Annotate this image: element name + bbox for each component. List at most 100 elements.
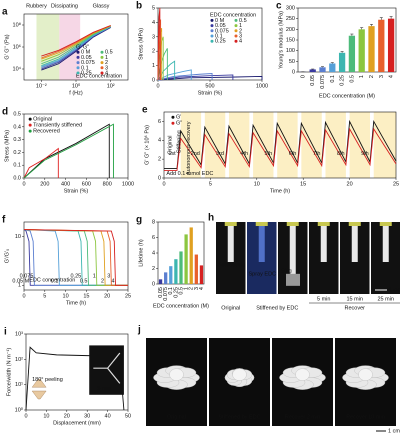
photo-caption: Recover	[345, 305, 366, 311]
bar	[179, 251, 183, 284]
x-axis-label: Strain (%)	[64, 188, 89, 194]
panel-label: j	[137, 325, 141, 336]
x-tick-label: 0.1	[168, 287, 174, 295]
y-tick-label: 2	[152, 266, 155, 272]
y-tick-label: 0.0	[13, 175, 21, 181]
bar	[348, 35, 356, 72]
flower-center	[295, 368, 310, 381]
panel-label: b	[136, 1, 142, 12]
y-tick-label: 2	[158, 157, 161, 163]
cycle-label: 8th	[337, 151, 345, 157]
cycle-label: 2nd	[191, 151, 200, 157]
x-tick-label: 0	[22, 181, 25, 187]
x-tick-label: 25	[393, 181, 399, 187]
recovery-band	[349, 112, 371, 178]
inset-photo	[89, 345, 124, 395]
bar	[387, 18, 395, 73]
legend-label: 0.25	[215, 39, 226, 45]
x-axis-label: EDC concentration (M)	[319, 93, 375, 99]
sample-strip	[351, 226, 358, 262]
legend-label: 0.1	[81, 65, 89, 71]
line-series	[157, 74, 234, 81]
y-axis-label: Young's modulus (MPa)	[278, 11, 284, 69]
x-tick-label: 0.25	[173, 287, 179, 298]
error-bar	[360, 27, 364, 30]
annotation: Stiffening	[177, 130, 183, 153]
x-axis-label: Displacement (mm)	[53, 420, 101, 426]
line-series	[41, 25, 111, 67]
y-tick-label: 4	[152, 250, 155, 256]
legend-label: 0.05	[215, 23, 226, 29]
annotation: Autonomous recovery	[186, 121, 192, 175]
x-tick-label: 0.1	[330, 75, 336, 83]
legend-swatch	[100, 66, 104, 70]
y-tick-label: 10⁶	[13, 43, 21, 50]
x-tick-label: 0	[156, 83, 159, 89]
legend-swatch	[234, 34, 238, 38]
bar	[368, 26, 375, 73]
annotation: 180° peeling	[32, 377, 63, 383]
legend-swatch	[171, 121, 175, 125]
legend-label: Original	[33, 117, 52, 123]
x-tick-label: 10	[254, 181, 260, 187]
y-tick-label: 10¹	[15, 382, 23, 388]
y-tick-label: 10²	[15, 357, 23, 363]
photo-caption: Original	[167, 414, 186, 420]
y-tick-label: 10³	[15, 331, 23, 337]
legend-label: 2	[239, 28, 242, 34]
clamp	[255, 222, 268, 226]
legend-label: Transiently stiffened	[33, 123, 82, 129]
legend-swatch	[234, 29, 238, 33]
photo-caption: Recover 10 min	[346, 414, 385, 420]
panel-label: h	[208, 213, 214, 224]
x-tick-label: 0.075	[163, 287, 169, 301]
legend-label: 0 M	[215, 18, 225, 24]
legend-swatch	[76, 66, 80, 70]
bar	[199, 265, 204, 284]
error-bar	[379, 17, 383, 20]
x-tick-label: 5	[209, 181, 212, 187]
annotation: Glassy	[93, 4, 110, 10]
legend-label: 0.1	[215, 33, 223, 39]
photo-overlay: 50 g	[281, 268, 292, 274]
line-series	[157, 48, 168, 81]
bar	[378, 19, 385, 72]
y-tick-label: 8	[152, 219, 155, 225]
y-axis-label: G' G'' (Pa)	[4, 34, 10, 59]
y-tick-label: 10⁴	[13, 65, 22, 72]
x-tick-label: 0.05	[158, 287, 164, 298]
y-tick-label: 0.4	[13, 124, 21, 130]
legend-label: G''	[176, 121, 182, 127]
x-tick-label: 800	[103, 181, 112, 187]
recover-time: 15 min	[346, 296, 363, 302]
region-band	[36, 14, 60, 80]
panel-label: e	[142, 105, 148, 116]
y-tick-label: 2	[152, 49, 155, 55]
y-tick-label: 3	[152, 34, 155, 40]
legend-swatch	[100, 50, 104, 54]
sample-strip	[227, 226, 234, 262]
x-tick-label: 600	[82, 181, 91, 187]
y-tick-label: 0	[158, 175, 161, 181]
legend-swatch	[210, 34, 214, 38]
bar	[338, 52, 346, 72]
x-tick-label: 0	[162, 181, 165, 187]
photo-caption: Original	[221, 305, 240, 311]
inset-sample	[93, 352, 121, 384]
photo-caption: Recover 2 min	[285, 414, 320, 420]
photo-overlay: Soft elastic	[218, 263, 245, 269]
panel-label: g	[136, 215, 142, 226]
sample-strip	[320, 226, 327, 262]
y-axis-label: Stress (MPa)	[4, 130, 10, 162]
flower-center	[169, 368, 184, 381]
bar	[169, 266, 173, 284]
flower-center	[358, 368, 373, 381]
cycle-label: 7th	[313, 151, 321, 157]
y-tick-label: 0	[152, 281, 155, 287]
y-tick-label: 150	[286, 37, 295, 43]
legend-swatch	[28, 123, 32, 127]
x-tick-label: 10⁻²	[36, 83, 47, 89]
series-label: 0.1	[51, 279, 59, 285]
legend-label: 2	[105, 60, 108, 66]
panel-label: d	[2, 107, 8, 118]
